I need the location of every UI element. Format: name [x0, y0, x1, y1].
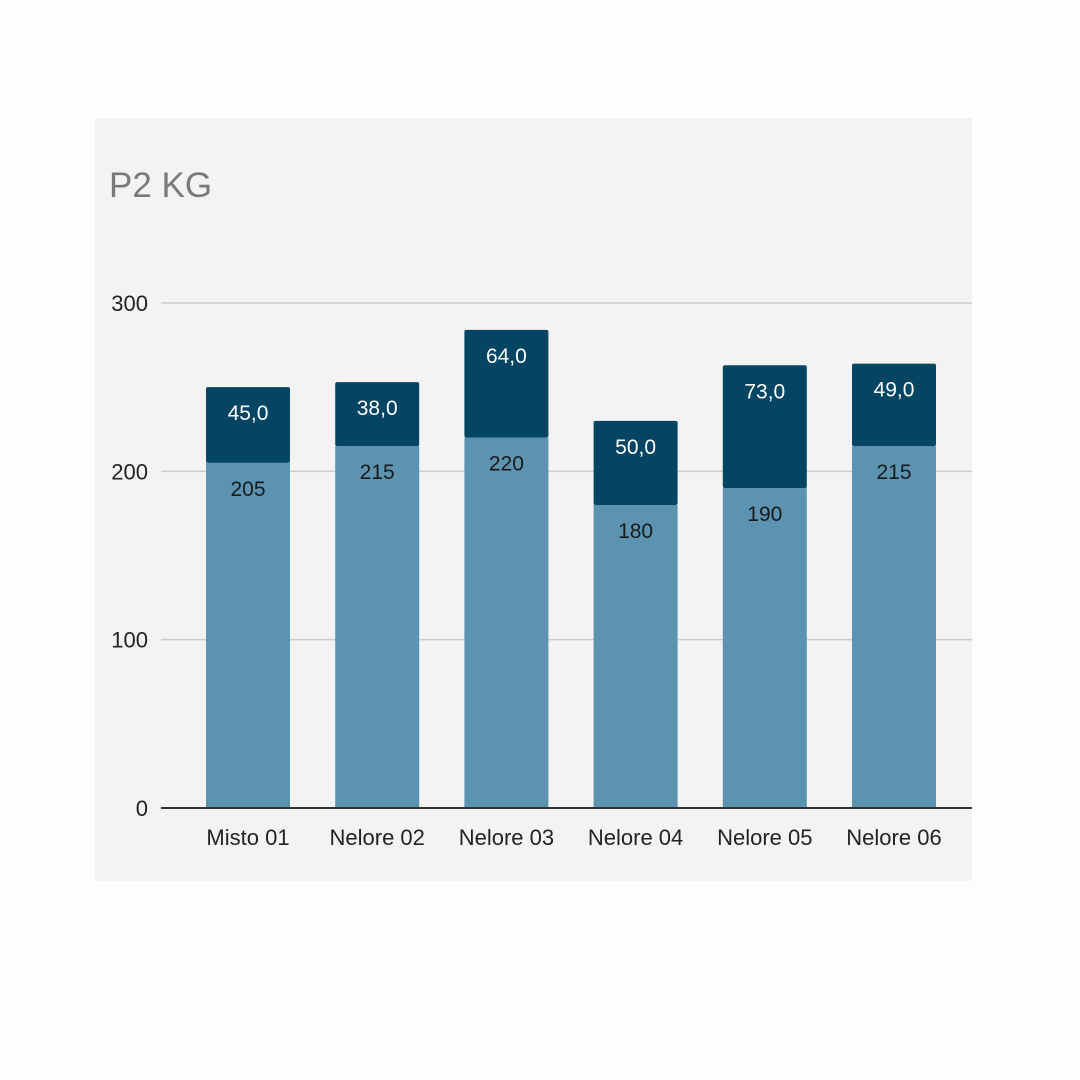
bar-segment	[593, 420, 678, 505]
data-label: 50,0	[615, 436, 656, 459]
data-labels: 205 45,0 215 38,0 220 64,0 180 50,0 190 73,0 215 49…	[228, 345, 915, 543]
chart-plot: 205 45,0 215 38,0 220 64,0 180 50,0 190 73,0 215 49…	[111, 291, 972, 850]
bar-segment	[464, 329, 549, 438]
bar-segment	[852, 363, 936, 447]
bar-segment	[722, 488, 807, 808]
bar-segment	[722, 365, 807, 489]
chart-title: P2 KG	[109, 166, 213, 205]
bar-segment	[335, 446, 420, 808]
x-category-label: Nelore 06	[846, 825, 941, 850]
data-label: 45,0	[228, 402, 269, 425]
chart-panel: P2 KG 205 45,0 215 38,0 220 64,0 180 50,0 190 73,…	[95, 118, 972, 881]
bar-segment	[593, 505, 678, 808]
bar-segment	[464, 437, 549, 808]
data-label: 215	[360, 461, 395, 484]
data-label: 38,0	[357, 397, 398, 420]
bar-segment	[206, 462, 290, 808]
y-tick-label: 0	[136, 796, 148, 821]
data-label: 190	[747, 503, 782, 526]
data-label: 215	[876, 461, 911, 484]
y-tick-label: 200	[111, 459, 148, 484]
data-label: 205	[230, 478, 265, 501]
y-tick-label: 300	[111, 291, 148, 316]
axes: 0 100 200 300 Misto 01 Nelore 02 Nelore 03 Nelo…	[111, 291, 972, 850]
data-label: 49,0	[874, 379, 915, 402]
bar-segment	[335, 382, 420, 447]
bar-segment	[206, 387, 290, 463]
bar-segment	[852, 446, 936, 808]
x-category-label: Nelore 03	[459, 825, 554, 850]
x-category-label: Misto 01	[206, 825, 289, 850]
bars	[206, 329, 936, 808]
y-tick-label: 100	[111, 628, 148, 653]
x-category-label: Nelore 05	[717, 825, 812, 850]
x-category-label: Nelore 04	[588, 825, 683, 850]
data-label: 64,0	[486, 345, 527, 368]
data-label: 180	[618, 520, 653, 543]
data-label: 220	[489, 453, 524, 476]
gridlines	[161, 302, 972, 641]
data-label: 73,0	[744, 380, 785, 403]
x-category-label: Nelore 02	[330, 825, 425, 850]
